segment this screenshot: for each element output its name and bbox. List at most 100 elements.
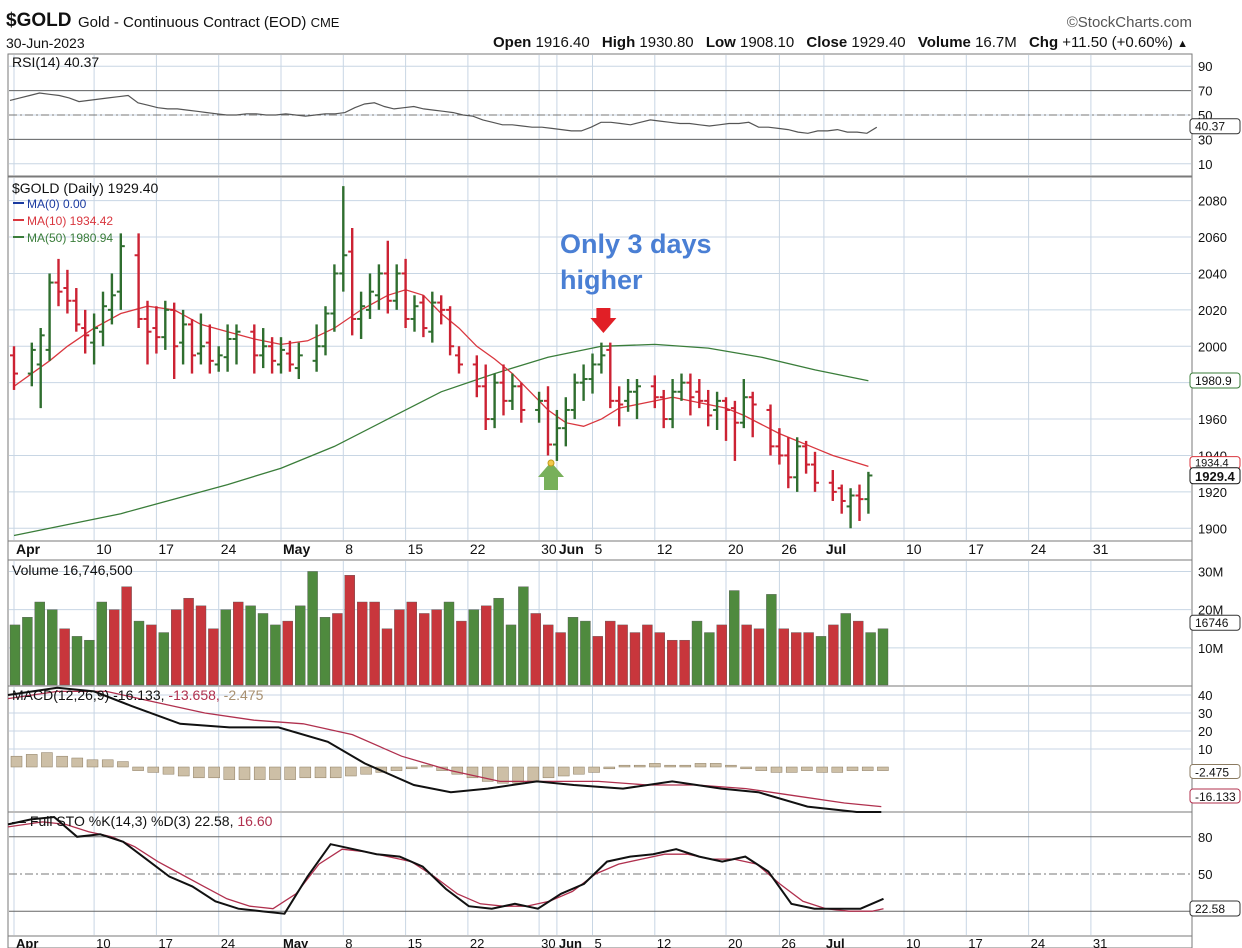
low-marker [547,459,555,467]
volume-bar [468,609,479,686]
macd-value-tag-text: -16.133 [1195,790,1236,804]
ma50-line [13,343,869,537]
volume-bar [195,605,207,686]
macd-histogram-bar [861,766,874,771]
down-arrow-icon [590,308,617,333]
ma0-legend: MA(0) 0.00 [27,197,87,211]
macd-histogram-bar [299,766,312,779]
volume-bar [34,601,45,686]
date-tick-label: 12 [657,541,673,557]
volume-bar [270,624,281,686]
volume-bar [592,636,603,686]
date-tick-label: 10 [96,541,112,557]
macd-histogram-bar [527,766,540,782]
bottom-date-tick-label: 17 [158,936,172,948]
volume-bar [146,624,157,686]
sto-legend: — Full STO %K(14,3) %D(3) 22.58, 16.60 [12,813,273,829]
volume-bar [791,632,802,686]
sto-tick-label: 50 [1198,867,1212,882]
volume-bar [642,624,653,686]
volume-bar [22,617,33,686]
bottom-date-tick-label: 31 [1093,936,1107,948]
price-tick-label: 1920 [1198,485,1227,500]
macd-histogram-bar [664,764,676,768]
annotation-line1: Only 3 days [560,229,712,259]
macd-tick-label: 20 [1198,724,1212,739]
macd-histogram-bar [618,764,631,768]
volume-bar [518,586,529,686]
volume-bar [394,609,405,686]
open-label: Open [492,34,532,51]
date-tick-label: 30 [541,541,557,557]
macd-histogram-bar [649,763,661,768]
ma50-legend: MA(50) 1980.94 [27,231,113,245]
macd-hist-tag [1189,763,1241,779]
macd-histogram-bar [709,763,722,768]
volume-bar [679,639,690,686]
volume-bar [853,620,864,686]
macd-histogram-bar [71,757,84,768]
macd-histogram-bar [177,766,190,777]
bottom-date-tick-label: 22 [470,936,484,948]
up-arrow-icon [538,462,564,490]
volume-bar [282,620,293,686]
low-value: 1908.10 [739,34,795,51]
high-value: 1930.80 [639,34,694,51]
macd-histogram-bar [238,766,251,780]
macd-histogram-bar [679,764,692,768]
volume-bar [828,624,839,686]
macd-histogram-bar [390,766,403,771]
macd-histogram-bar [360,766,372,775]
volume-bar [629,632,641,686]
volume-bar [716,624,727,686]
macd-signal-line [7,690,882,808]
symbol: $GOLD [6,10,72,31]
price-tick-label: 1900 [1198,521,1227,536]
macd-tick-label: 30 [1198,706,1212,721]
date-tick-label: 8 [345,541,353,557]
bottom-date-tick-label: Jun [559,936,582,948]
last-close-tag [1189,467,1241,485]
macd-histogram-bar [816,766,828,773]
ma10-tag-text: 1934.4 [1195,458,1229,470]
macd-histogram-bar [223,766,236,780]
macd-histogram-bar [831,766,844,773]
rsi-tick-label: 30 [1198,132,1212,147]
volume-bar [9,624,21,686]
bottom-date-tick-label: 12 [657,936,671,948]
brand-link[interactable]: ©StockCharts.com [1066,14,1192,31]
macd-legend: MACD(12,26,9) -16.133, -13.658, -2.475 [12,687,264,703]
panel-price-frame [7,176,1193,542]
price-tick-label: 2020 [1198,303,1227,318]
volume-bar [232,601,244,686]
volume-bar [158,632,170,686]
volume-bar [530,613,541,686]
volume-bar [183,597,194,686]
volume-bar [803,632,814,686]
macd-histogram-bar [694,763,707,768]
macd-legend-main: MACD(12,26,9) -16.133, [12,687,165,703]
macd-histogram-bar [56,755,68,768]
chg-label: Chg [1028,34,1059,51]
rsi-legend: RSI(14) 40.37 [12,54,99,70]
volume-bar [543,624,554,686]
macd-histogram-bar [770,766,783,773]
volume-bar [344,575,355,686]
volume-legend: Volume 16,746,500 [12,562,133,578]
macd-histogram-bar [10,755,23,768]
volume-bar [456,620,467,686]
bottom-date-tick-label: 24 [221,936,235,948]
volume-tick-label: 20M [1198,603,1223,618]
volume-bar [59,628,70,686]
macd-histogram-bar [101,759,114,768]
price-tick-label: 2000 [1198,339,1227,354]
macd-histogram-bar [208,766,220,779]
bottom-date-tick-label: 30 [541,936,555,948]
volume-bar [778,628,789,686]
volume-bar [617,624,628,686]
volume-bar [307,571,318,686]
sto-legend-d: 16.60 [233,813,272,829]
volume-bar [245,605,256,686]
volume-bar [555,632,566,686]
